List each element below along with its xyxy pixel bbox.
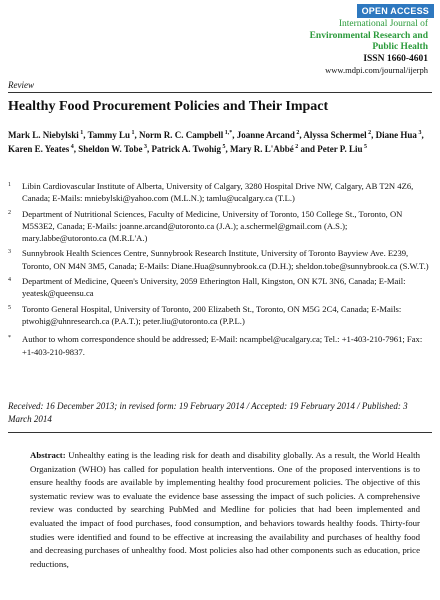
affiliation-text: Department of Medicine, Queen's Universi…	[22, 276, 406, 299]
author-affiliation-mark: 3	[142, 143, 148, 150]
article-type: Review	[8, 80, 34, 90]
header-divider	[8, 92, 432, 93]
author-affiliation-mark: 1,*	[223, 130, 233, 136]
author-name: Peter P. Liu	[317, 143, 363, 154]
affiliation-item: 5 Toronto General Hospital, University of…	[8, 303, 432, 328]
affiliation-text: Department of Nutritional Sciences, Facu…	[22, 208, 403, 244]
author-name: Alyssa Schermel	[303, 130, 367, 140]
abstract: Abstract: Unhealthy eating is the leadin…	[30, 449, 420, 571]
author: Peter P. Liu 5	[317, 144, 367, 154]
author-affiliation-mark: 4	[69, 143, 74, 150]
author: Norm R. C. Campbell 1,*	[139, 130, 232, 140]
affiliation-text: Sunnybrook Health Sciences Centre, Sunny…	[22, 248, 429, 271]
author: Tammy Lu 1	[88, 130, 135, 140]
affiliation-text: Author to whom correspondence should be …	[22, 334, 423, 357]
author-affiliation-mark: 2	[366, 130, 372, 136]
author-affiliation-mark: 5	[220, 143, 226, 150]
affiliation-item: * Author to whom correspondence should be…	[8, 333, 432, 358]
affiliation-text: Toronto General Hospital, University of …	[22, 303, 402, 326]
author: Joanne Arcand 2	[237, 130, 300, 140]
author-affiliation-mark: 1	[130, 130, 135, 136]
author: Mark L. Niebylski 1	[8, 130, 83, 140]
abstract-divider	[8, 432, 432, 433]
journal-name-line1: International Journal of	[338, 19, 428, 29]
author: Patrick A. Twohig 5	[152, 144, 226, 154]
author-name: Patrick A. Twohig	[151, 143, 221, 154]
abstract-text: Unhealthy eating is the leading risk for…	[30, 450, 420, 569]
article-title: Healthy Food Procurement Policies and Th…	[8, 99, 329, 114]
author-affiliation-mark: 2	[294, 130, 300, 136]
affiliation-item: 3 Sunnybrook Health Sciences Centre, Sunn…	[8, 247, 432, 272]
affiliation-text: Libin Cardiovascular Institute of Albert…	[22, 181, 414, 204]
author-name: Mark L. Niebylski	[8, 130, 79, 140]
open-access-badge: OPEN ACCESS	[356, 4, 434, 18]
affiliation-number: 1	[8, 182, 11, 188]
author-affiliation-mark: 1	[78, 130, 84, 136]
abstract-label: Abstract:	[30, 450, 66, 460]
journal-header: International Journal of Environmental R…	[310, 19, 428, 77]
affiliation-number: 4	[8, 277, 11, 284]
affiliation-number: *	[8, 335, 11, 342]
author: Sheldon W. Tobe 3	[78, 144, 147, 154]
author-affiliation-mark: 5	[362, 143, 367, 150]
publication-dates: Received: 16 December 2013; in revised f…	[8, 401, 408, 424]
author-affiliation-mark: 2	[293, 143, 299, 150]
author-affiliation-mark: 3	[416, 130, 422, 136]
author-list: Mark L. Niebylski 1, Tammy Lu 1, Norm R.…	[8, 130, 424, 154]
author-name: Sheldon W. Tobe	[78, 143, 143, 154]
affiliation-item: 1 Libin Cardiovascular Institute of Alber…	[8, 180, 432, 205]
author-name: Joanne Arcand	[236, 130, 295, 140]
journal-name-line3: Public Health	[372, 42, 428, 53]
journal-name-line2: Environmental Research and	[309, 30, 428, 41]
affiliation-item: 2 Department of Nutritional Sciences, Fac…	[8, 208, 432, 245]
affiliation-number: 2	[8, 209, 11, 216]
author-name: Tammy Lu	[87, 130, 131, 140]
author: Diane Hua 3	[376, 130, 422, 140]
affiliation-number: 5	[8, 304, 11, 311]
author: Alyssa Schermel 2	[303, 130, 371, 140]
author-name: Norm R. C. Campbell	[139, 130, 224, 140]
affiliation-list: 1 Libin Cardiovascular Institute of Alber…	[8, 180, 432, 361]
journal-website: www.mdpi.com/journal/ijerph	[325, 65, 428, 76]
author-name: Karen E. Yeates	[8, 143, 70, 154]
author: Mary R. L'Abbé 2	[230, 144, 298, 154]
author-name: Diane Hua	[375, 130, 417, 140]
affiliation-number: 3	[8, 249, 11, 256]
journal-issn: ISSN 1660-4601	[363, 53, 428, 64]
author-name: Mary R. L'Abbé	[229, 143, 294, 154]
affiliation-item: 4 Department of Medicine, Queen's Univers…	[8, 275, 432, 300]
author: Karen E. Yeates 4	[8, 144, 74, 154]
